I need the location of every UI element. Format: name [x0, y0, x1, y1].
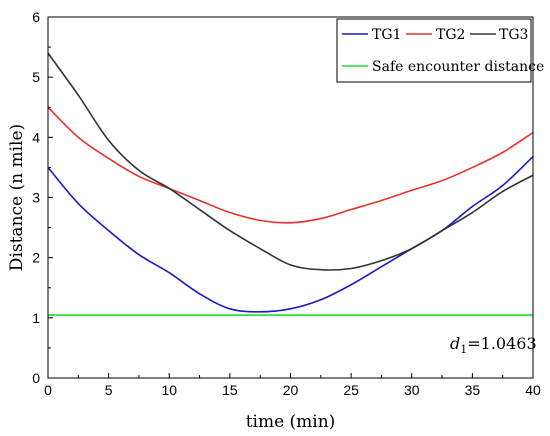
x-tick-label: 10: [161, 382, 177, 398]
annotation-d1: d1=1.0463: [450, 334, 537, 356]
x-tick-label: 25: [343, 382, 359, 398]
series-line-tg1: [47, 156, 534, 313]
y-tick-label: 1: [32, 310, 40, 326]
y-tick-label: 3: [32, 190, 40, 206]
y-tick-label: 2: [32, 250, 40, 266]
series-lines: [47, 52, 534, 316]
y-tick-label: 6: [32, 9, 40, 25]
legend-label-tg1: TG1: [372, 27, 401, 43]
x-tick-label: 20: [283, 382, 299, 398]
series-line-tg3: [47, 52, 534, 271]
tick-labels: 0 5 10 15 20 25 30 35 40 0 1 2 3 4 5 6: [32, 9, 541, 398]
series-line-tg2: [47, 106, 534, 224]
annotation-value: =1.0463: [467, 334, 536, 353]
x-tick-label: 35: [465, 382, 481, 398]
x-tick-label: 0: [44, 382, 52, 398]
legend: TG1 TG2 TG3 Safe encounter distance: [336, 18, 544, 83]
legend-label-tg2: TG2: [436, 27, 465, 43]
x-tick-label: 5: [105, 382, 113, 398]
legend-box: [336, 18, 532, 83]
y-axis-title: Distance (n mile): [7, 124, 27, 271]
plot-frame: [47, 16, 534, 379]
legend-label-tg3: TG3: [499, 27, 528, 43]
y-tick-label: 4: [32, 129, 40, 145]
annotation-subscript: 1: [460, 343, 467, 356]
y-tick-label: 5: [32, 69, 40, 85]
x-tick-label: 30: [404, 382, 420, 398]
x-tick-label: 40: [525, 382, 541, 398]
legend-label-safe-distance: Safe encounter distance: [372, 59, 544, 75]
annotation-symbol: d: [450, 334, 460, 353]
x-tick-label: 15: [222, 382, 238, 398]
y-tick-label: 0: [32, 370, 40, 386]
x-axis-title: time (min): [246, 412, 336, 432]
